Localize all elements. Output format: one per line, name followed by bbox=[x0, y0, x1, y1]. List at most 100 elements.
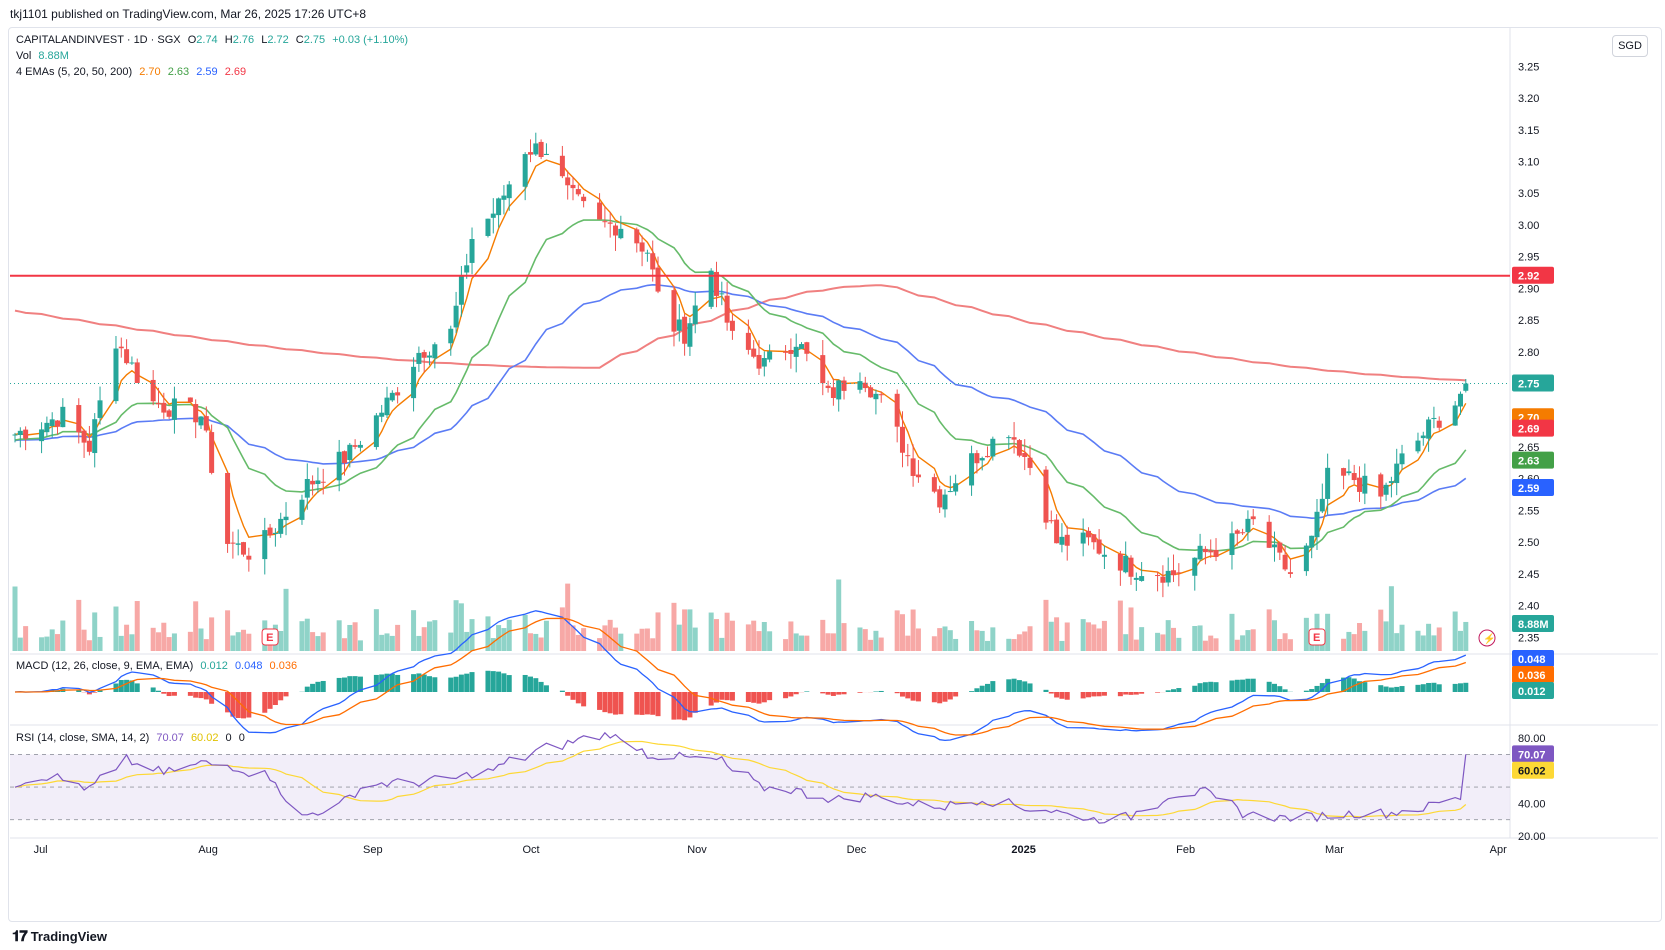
macd-signal-value: 0.036 bbox=[269, 660, 298, 672]
candle-body bbox=[613, 225, 619, 236]
macd-histogram-bar bbox=[942, 692, 948, 702]
macd-histogram-bar bbox=[1282, 689, 1288, 692]
macd-histogram-bar bbox=[597, 692, 603, 710]
ema50-value: 2.59 bbox=[196, 66, 218, 78]
candle-body bbox=[857, 381, 863, 390]
candle-body bbox=[724, 295, 730, 323]
macd-histogram-bar bbox=[602, 692, 608, 713]
macd-histogram-bar bbox=[522, 674, 528, 692]
volume-bar bbox=[1171, 627, 1177, 651]
candle-body bbox=[432, 344, 438, 359]
volume-bar bbox=[1197, 625, 1203, 651]
open-value: 2.74 bbox=[196, 34, 218, 46]
volume-bar bbox=[719, 637, 725, 651]
candle-body bbox=[655, 267, 661, 292]
volume-bar bbox=[1394, 633, 1400, 651]
candle-body bbox=[1171, 570, 1177, 576]
volume-bar bbox=[485, 616, 491, 651]
volume-bar bbox=[278, 630, 284, 651]
volume-bar bbox=[384, 633, 390, 651]
candle-body bbox=[559, 155, 565, 177]
ema5-line bbox=[14, 159, 1467, 577]
macd-histogram-bar bbox=[527, 676, 533, 692]
macd-histogram-bar bbox=[559, 690, 565, 692]
resistance-price-badge bbox=[1512, 266, 1554, 284]
macd-histogram-bar bbox=[1420, 684, 1426, 692]
macd-line-badge bbox=[1512, 650, 1554, 667]
volume-bar bbox=[974, 630, 980, 651]
macd-histogram-bar bbox=[379, 674, 385, 692]
macd-histogram-bar bbox=[315, 681, 321, 692]
volume-badge bbox=[1512, 615, 1554, 632]
volume-bar bbox=[953, 638, 959, 651]
volume-bar bbox=[543, 620, 549, 651]
volume-bar bbox=[559, 607, 565, 651]
price-tick-label: 3.20 bbox=[1518, 93, 1539, 105]
macd-histogram-bar bbox=[1431, 682, 1437, 692]
volume-bar bbox=[1420, 635, 1426, 651]
macd-histogram-bar bbox=[639, 692, 645, 715]
macd-histogram-bar bbox=[1457, 683, 1463, 692]
macd-histogram-bar bbox=[1197, 683, 1203, 692]
candle-body bbox=[86, 440, 92, 452]
candle-body bbox=[1245, 518, 1251, 533]
volume-bar bbox=[336, 620, 342, 651]
macd-histogram-bar bbox=[416, 673, 422, 692]
price-tick-label: 3.00 bbox=[1518, 220, 1539, 232]
volume-bar bbox=[23, 626, 29, 651]
macd-histogram-bar bbox=[1091, 692, 1097, 697]
candle-body bbox=[320, 481, 326, 483]
macd-histogram-bar bbox=[427, 676, 433, 692]
volume-bar bbox=[1250, 629, 1256, 651]
volume-bar bbox=[676, 624, 682, 651]
candle-body bbox=[225, 472, 231, 544]
candle-body bbox=[283, 516, 289, 521]
macd-histogram-bar bbox=[1139, 692, 1145, 694]
volume-bar bbox=[1192, 626, 1198, 651]
macd-line bbox=[14, 610, 1467, 742]
candle-body bbox=[1287, 572, 1293, 574]
volume-bar bbox=[379, 634, 385, 651]
macd-histogram-bar bbox=[788, 692, 794, 697]
macd-histogram-bar bbox=[187, 692, 193, 696]
macd-histogram-bar bbox=[97, 689, 103, 692]
volume-bar bbox=[767, 631, 773, 651]
published-by-text: tkj1101 published on TradingView.com, Ma… bbox=[10, 7, 367, 21]
candle-body bbox=[416, 352, 422, 364]
macd-histogram-bar bbox=[357, 676, 363, 692]
macd-histogram-bar bbox=[161, 692, 167, 694]
volume-bar bbox=[618, 633, 624, 651]
candle-body bbox=[756, 354, 762, 369]
volume-bar bbox=[841, 623, 847, 651]
volume-bar bbox=[1431, 635, 1437, 651]
volume-bar bbox=[979, 630, 985, 651]
candle-body bbox=[235, 543, 241, 545]
macd-histogram-bar bbox=[1202, 682, 1208, 692]
candle-body bbox=[915, 474, 921, 478]
candle-body bbox=[1415, 440, 1421, 452]
macd-histogram-bar bbox=[1171, 689, 1177, 692]
candle-body bbox=[1054, 519, 1060, 544]
macd-histogram-bar bbox=[676, 692, 682, 720]
price-tick-label: 3.10 bbox=[1518, 157, 1539, 169]
macd-histogram-bar bbox=[783, 692, 789, 699]
candle-body bbox=[543, 153, 549, 155]
candle-body bbox=[1011, 437, 1017, 440]
candle-body bbox=[1208, 550, 1214, 553]
candle-body bbox=[607, 222, 613, 224]
macd-histogram-bar bbox=[953, 692, 959, 697]
macd-histogram-bar bbox=[490, 671, 496, 692]
volume-bar bbox=[1378, 609, 1384, 651]
macd-histogram-bar bbox=[682, 692, 688, 721]
candle-body bbox=[692, 305, 698, 325]
currency-button[interactable]: SGD bbox=[1612, 35, 1648, 57]
volume-bar bbox=[868, 639, 874, 651]
last-price-badge-label: 2.75 bbox=[1518, 379, 1539, 391]
price-tick-label: 3.15 bbox=[1518, 125, 1539, 137]
volume-bar bbox=[1080, 619, 1086, 651]
volume-bar bbox=[1123, 634, 1129, 651]
volume-bar bbox=[1266, 609, 1272, 651]
macd-signal-badge bbox=[1512, 666, 1554, 683]
rsi-tick-label: 40.00 bbox=[1518, 798, 1546, 810]
